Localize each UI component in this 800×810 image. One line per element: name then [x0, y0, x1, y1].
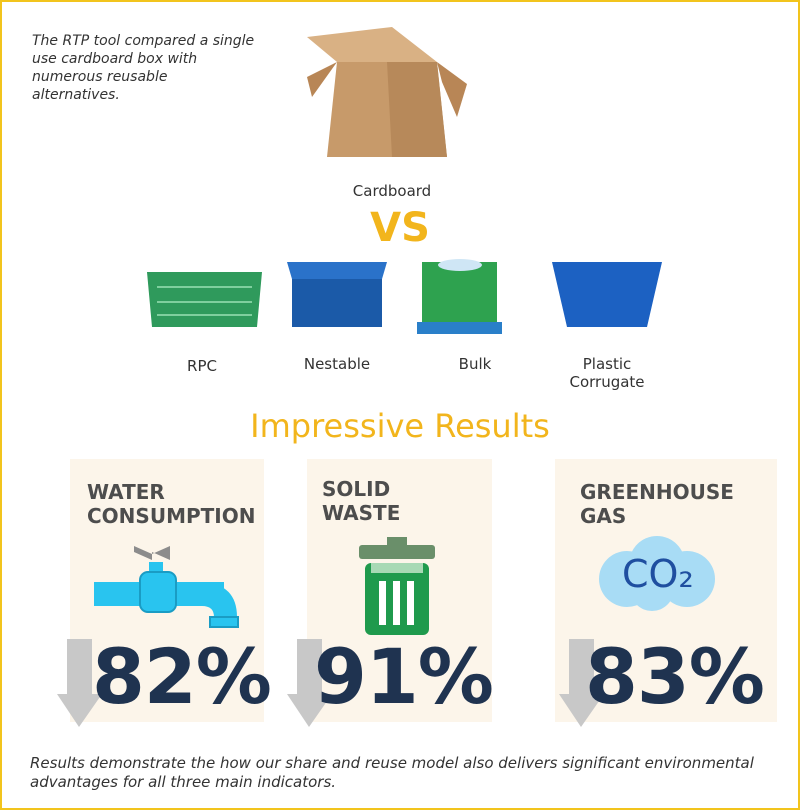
- intro-text: The RTP tool compared a single use cardb…: [32, 32, 257, 104]
- result-title: GREENHOUSE GAS: [580, 480, 750, 528]
- alternative-label: RPC: [147, 357, 257, 375]
- alternative-label: Plastic Corrugate: [562, 355, 652, 391]
- infographic: The RTP tool compared a single use cardb…: [0, 0, 800, 810]
- co2-text: CO₂: [622, 552, 694, 596]
- vs-text: VS: [2, 205, 798, 251]
- result-title: WATER CONSUMPTION: [87, 480, 277, 528]
- result-value: 82%: [92, 632, 271, 721]
- alternative-label: Bulk: [420, 355, 530, 373]
- alternative-label: Nestable: [282, 355, 392, 373]
- result-value: 83%: [585, 632, 764, 721]
- alternatives-images: [142, 257, 672, 342]
- result-value: 91%: [314, 632, 493, 721]
- water-tap-icon: [92, 542, 242, 637]
- footer-text: Results demonstrate the how our share an…: [30, 754, 770, 792]
- results-title: Impressive Results: [2, 407, 798, 445]
- cardboard-label: Cardboard: [342, 182, 442, 200]
- cardboard-box: [297, 22, 477, 172]
- result-title: SOLID WASTE: [322, 477, 422, 525]
- trash-icon: [357, 537, 437, 637]
